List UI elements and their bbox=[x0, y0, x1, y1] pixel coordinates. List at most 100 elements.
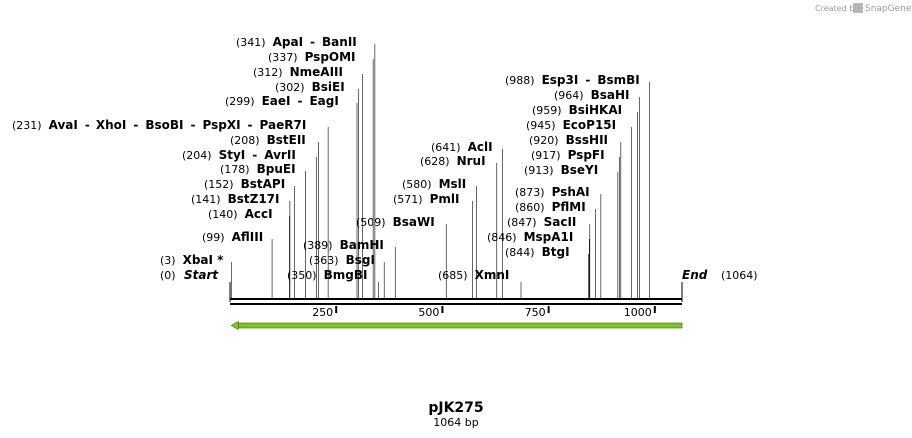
enzyme-name[interactable]: BsiEI bbox=[312, 80, 345, 94]
site-label[interactable]: (302) BsiEI bbox=[275, 80, 345, 94]
site-label[interactable]: (988) Esp3I - BsmBI bbox=[505, 73, 640, 87]
site-position: (152) bbox=[204, 178, 234, 191]
site-label[interactable]: (231) AvaI - XhoI - BsoBI - PspXI - PaeR7I bbox=[12, 118, 306, 132]
enzyme-name[interactable]: NmeAIII bbox=[290, 65, 343, 79]
site-position: (847) bbox=[507, 216, 537, 229]
enzyme-name[interactable]: Esp3I bbox=[542, 73, 579, 87]
site-label[interactable]: (571) PmlI bbox=[393, 192, 459, 206]
site-label[interactable]: (299) EaeI - EagI bbox=[225, 94, 339, 108]
site-label[interactable]: (509) BsaWI bbox=[356, 215, 435, 229]
site-label[interactable]: (341) ApaI - BanII bbox=[236, 35, 357, 49]
site-position: (99) bbox=[202, 231, 225, 244]
enzyme-name[interactable]: PspOMI bbox=[305, 50, 356, 64]
site-position: (988) bbox=[505, 74, 535, 87]
site-label[interactable]: (3) XbaI * bbox=[160, 253, 224, 267]
end-label: End bbox=[682, 268, 708, 282]
enzyme-name[interactable]: BstZ17I bbox=[228, 192, 280, 206]
enzyme-name[interactable]: XmnI bbox=[475, 268, 510, 282]
enzyme-name[interactable]: SacII bbox=[544, 215, 577, 229]
site-label[interactable]: (99) AflIII bbox=[202, 230, 263, 244]
site-label[interactable]: (350) BmgBI bbox=[287, 268, 367, 282]
enzyme-name[interactable]: BstEII bbox=[267, 133, 306, 147]
site-label[interactable]: (208) BstEII bbox=[230, 133, 306, 147]
enzyme-name[interactable]: AclI bbox=[468, 140, 493, 154]
enzyme-name[interactable]: MslI bbox=[439, 177, 467, 191]
site-label[interactable]: (847) SacII bbox=[507, 215, 576, 229]
enzyme-name[interactable]: BsoBI bbox=[145, 118, 183, 132]
site-label[interactable]: (140) AccI bbox=[208, 207, 273, 221]
site-label[interactable]: (959) BsiHKAI bbox=[532, 103, 622, 117]
enzyme-name[interactable]: BanII bbox=[322, 35, 357, 49]
enzyme-name[interactable]: AvaI bbox=[49, 118, 78, 132]
site-label[interactable]: (685) XmnI bbox=[438, 268, 509, 282]
site-label[interactable]: (141) BstZ17I bbox=[191, 192, 279, 206]
site-position: (204) bbox=[182, 149, 212, 162]
site-label[interactable]: (628) NruI bbox=[420, 154, 486, 168]
site-label[interactable]: (204) StyI - AvrII bbox=[182, 148, 296, 162]
start-label: Start bbox=[184, 268, 219, 282]
site-position: (363) bbox=[309, 254, 339, 267]
site-label[interactable]: (312) NmeAIII bbox=[253, 65, 343, 79]
enzyme-name[interactable]: BsgI bbox=[346, 253, 375, 267]
enzyme-name[interactable]: BsaHI bbox=[591, 88, 630, 102]
enzyme-name[interactable]: AflIII bbox=[232, 230, 264, 244]
site-label[interactable]: (363) BsgI bbox=[309, 253, 375, 267]
site-label[interactable]: (641) AclI bbox=[431, 140, 493, 154]
enzyme-name[interactable]: BseYI bbox=[561, 163, 599, 177]
enzyme-name[interactable]: BsiHKAI bbox=[569, 103, 623, 117]
site-label[interactable]: (945) EcoP15I bbox=[526, 118, 616, 132]
enzyme-name[interactable]: EcoP15I bbox=[563, 118, 617, 132]
enzyme-name[interactable]: PspFI bbox=[568, 148, 605, 162]
enzyme-name[interactable]: BtgI bbox=[542, 245, 570, 259]
enzyme-name[interactable]: BamHI bbox=[340, 238, 384, 252]
site-position: (312) bbox=[253, 66, 283, 79]
enzyme-name[interactable]: PmlI bbox=[430, 192, 460, 206]
primer-arrow-body[interactable] bbox=[234, 322, 683, 329]
site-label[interactable]: (860) PflMI bbox=[515, 200, 586, 214]
enzyme-name[interactable]: PflMI bbox=[552, 200, 586, 214]
ruler-tick-label: 750 bbox=[525, 306, 546, 319]
enzyme-name[interactable]: EagI bbox=[309, 94, 338, 108]
enzyme-name[interactable]: PshAI bbox=[552, 185, 590, 199]
enzyme-name[interactable]: MspA1I bbox=[524, 230, 574, 244]
enzyme-name[interactable]: XbaI * bbox=[183, 253, 225, 267]
site-separator: - bbox=[248, 118, 253, 132]
enzyme-name[interactable]: BstAPI bbox=[241, 177, 286, 191]
site-position: (509) bbox=[356, 216, 386, 229]
site-position: (302) bbox=[275, 81, 305, 94]
site-label[interactable]: (152) BstAPI bbox=[204, 177, 285, 191]
enzyme-name[interactable]: XhoI bbox=[96, 118, 127, 132]
site-label[interactable]: (913) BseYI bbox=[524, 163, 598, 177]
primer-arrow-head[interactable] bbox=[230, 320, 239, 331]
site-label[interactable]: (337) PspOMI bbox=[268, 50, 356, 64]
enzyme-name[interactable]: ApaI bbox=[273, 35, 303, 49]
enzyme-name[interactable]: AvrII bbox=[264, 148, 296, 162]
enzyme-name[interactable]: NruI bbox=[457, 154, 486, 168]
site-label[interactable]: (964) BsaHI bbox=[554, 88, 630, 102]
site-label[interactable]: (846) MspA1I bbox=[487, 230, 573, 244]
enzyme-name[interactable]: BsaWI bbox=[393, 215, 435, 229]
site-separator: - bbox=[133, 118, 138, 132]
site-label[interactable]: (917) PspFI bbox=[531, 148, 605, 162]
enzyme-name[interactable]: BpuEI bbox=[257, 162, 296, 176]
enzyme-name[interactable]: BsmBI bbox=[597, 73, 639, 87]
enzyme-name[interactable]: PaeR7I bbox=[260, 118, 307, 132]
site-label[interactable]: (178) BpuEI bbox=[220, 162, 296, 176]
enzyme-name[interactable]: EaeI bbox=[262, 94, 291, 108]
plasmid-name: pJK275 bbox=[428, 400, 483, 416]
enzyme-name[interactable]: AccI bbox=[245, 207, 273, 221]
site-label[interactable]: (844) BtgI bbox=[505, 245, 570, 259]
site-position: (231) bbox=[12, 119, 42, 132]
site-label[interactable]: (873) PshAI bbox=[515, 185, 590, 199]
site-position: (208) bbox=[230, 134, 260, 147]
site-label[interactable]: (389) BamHI bbox=[303, 238, 384, 252]
enzyme-name[interactable]: BmgBI bbox=[324, 268, 368, 282]
site-position: (571) bbox=[393, 193, 423, 206]
site-label[interactable]: (580) MslI bbox=[402, 177, 466, 191]
primer-feature[interactable] bbox=[230, 320, 683, 331]
enzyme-name[interactable]: BssHII bbox=[566, 133, 608, 147]
site-label[interactable]: (920) BssHII bbox=[529, 133, 608, 147]
enzyme-name[interactable]: StyI bbox=[219, 148, 246, 162]
ruler-tick-label: 250 bbox=[312, 306, 333, 319]
enzyme-name[interactable]: PspXI bbox=[203, 118, 241, 132]
